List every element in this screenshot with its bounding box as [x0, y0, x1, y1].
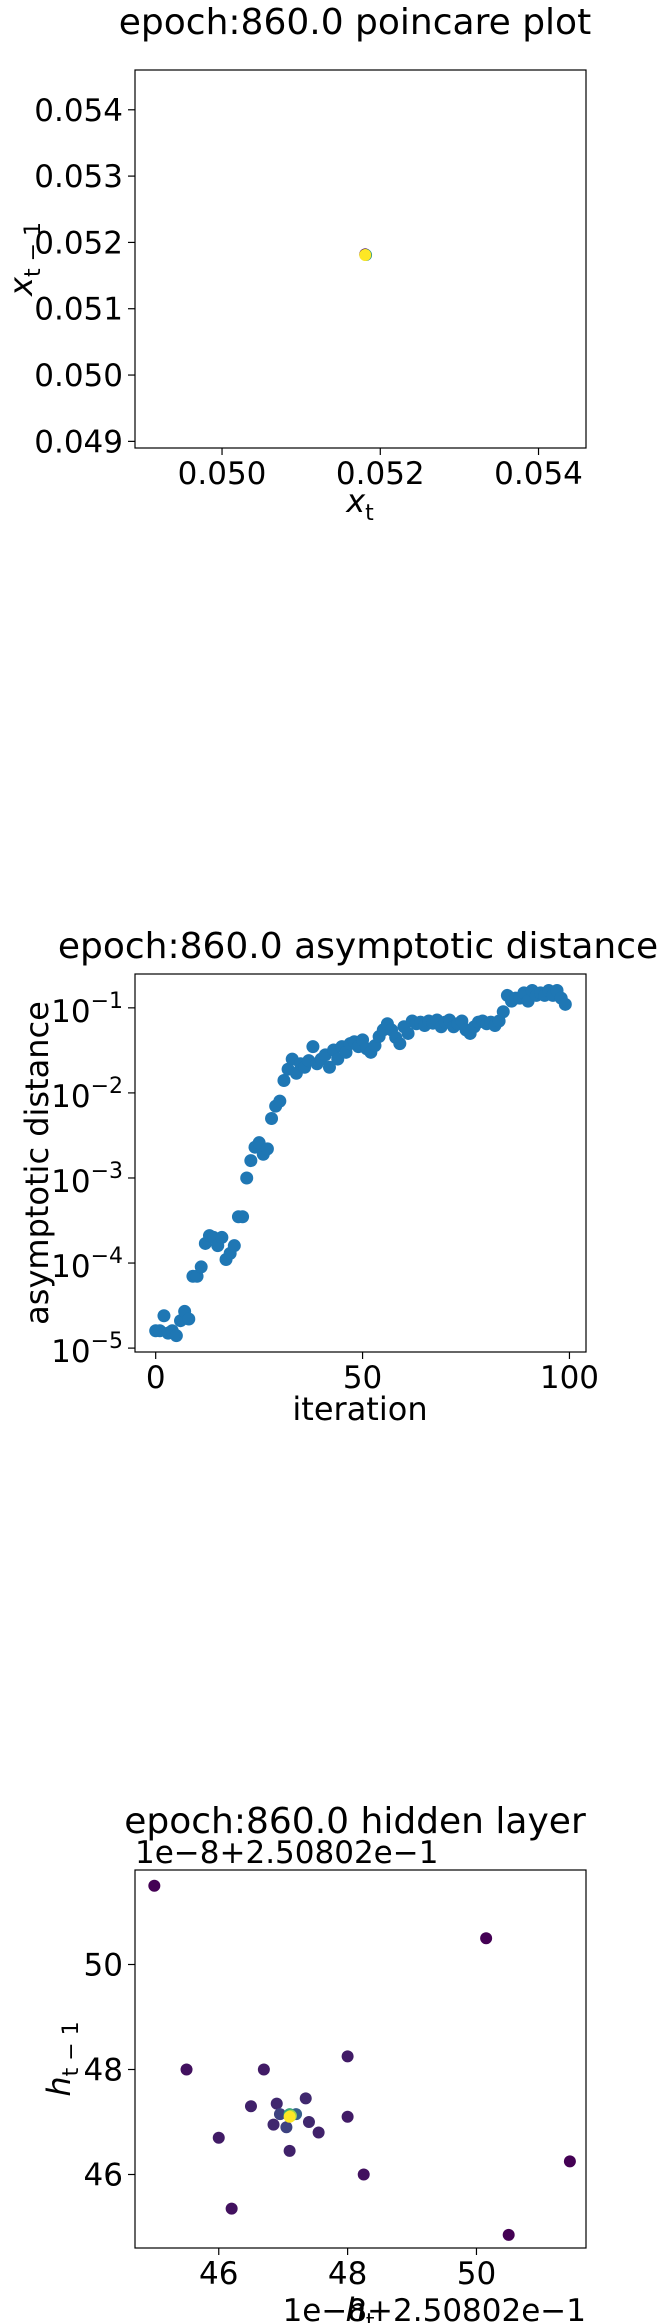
- x-tick-group: 46 48 50: [199, 2248, 496, 2292]
- data-point: [273, 2108, 286, 2121]
- data-point: [270, 2097, 283, 2110]
- asymptotic-distance-chart: epoch:860.0 asymptotic distance 0 50 100 1…: [18, 926, 658, 1428]
- y-tick-group: 10−5 10−4 10−3 10−2 10−1: [51, 989, 135, 1370]
- hidden-layer-chart: epoch:860.0 hidden layer 1e−8+2.50802e−1…: [40, 1801, 587, 2323]
- x-tick-label: 48: [328, 2256, 367, 2292]
- chart-title: epoch:860.0 hidden layer: [124, 1801, 586, 1842]
- y-axis-label: ht − 1: [40, 2021, 84, 2096]
- y-tick-label: 0.053: [34, 159, 123, 195]
- y-tick-label: 50: [84, 1948, 123, 1984]
- data-point: [257, 2063, 270, 2076]
- data-point: [306, 1040, 320, 1054]
- data-point: [283, 2144, 296, 2157]
- data-point: [357, 2168, 370, 2181]
- chart-title: epoch:860.0 poincare plot: [119, 2, 591, 43]
- x-tick-label: 0: [146, 1360, 166, 1396]
- y-tick-label: 10−2: [51, 1074, 123, 1115]
- data-point: [277, 1073, 291, 1087]
- points-group: [148, 1879, 576, 2241]
- data-point: [194, 1260, 208, 1274]
- data-point: [312, 2126, 325, 2139]
- data-point: [558, 997, 572, 1011]
- data-point: [180, 2063, 193, 2076]
- data-point: [359, 249, 372, 262]
- x-axis-label: iteration: [292, 1390, 427, 1428]
- data-point: [227, 1239, 241, 1253]
- data-point: [182, 1312, 196, 1326]
- y-tick-label: 0.049: [34, 424, 123, 460]
- data-point: [244, 2100, 257, 2113]
- y-tick-group: 0.049 0.050 0.051 0.052 0.053 0.054: [34, 93, 135, 460]
- data-point: [212, 2131, 225, 2144]
- data-point: [169, 1329, 183, 1343]
- y-axis-label: xt − 1: [2, 222, 46, 297]
- y-tick-label: 10−1: [51, 989, 123, 1030]
- data-point: [240, 1171, 254, 1185]
- chart-title: epoch:860.0 asymptotic distance: [58, 926, 658, 967]
- x-tick-label: 100: [540, 1360, 599, 1396]
- y-tick-label: 0.051: [34, 292, 123, 328]
- data-point: [280, 2121, 293, 2134]
- data-point: [244, 1154, 258, 1168]
- data-point: [273, 1094, 287, 1108]
- data-point: [265, 1112, 279, 1126]
- y-tick-group: 46 48 50: [84, 1948, 135, 2194]
- y-tick-label: 0.052: [34, 225, 123, 261]
- x-tick-label: 0.052: [336, 456, 425, 492]
- x-tick-label: 50: [457, 2256, 496, 2292]
- x-tick-label: 46: [199, 2256, 238, 2292]
- data-point: [341, 2050, 354, 2063]
- x-offset-label: 1e−8+2.50802e−1: [283, 2293, 586, 2323]
- x-tick-label: 0.050: [178, 456, 267, 492]
- plot-frame: [134, 69, 587, 449]
- data-point: [480, 1932, 493, 1945]
- points-group: [149, 983, 572, 1343]
- x-tick-group: 0 50 100: [146, 1352, 599, 1396]
- data-point: [496, 1005, 510, 1019]
- data-point: [302, 2116, 315, 2128]
- data-point: [563, 2155, 576, 2168]
- data-point: [393, 1037, 407, 1051]
- data-point: [148, 1879, 161, 1892]
- y-tick-label: 46: [84, 2158, 123, 2194]
- poincare-chart: epoch:860.0 poincare plot 0.050 0.052 0.05…: [2, 2, 591, 526]
- y-tick-label: 10−5: [51, 1329, 123, 1370]
- data-point: [225, 2202, 238, 2215]
- y-offset-label: 1e−8+2.50802e−1: [135, 1835, 438, 1871]
- y-tick-label: 10−4: [51, 1244, 123, 1285]
- data-point: [236, 1210, 250, 1224]
- plot-frame: [134, 973, 587, 1353]
- data-point: [341, 2110, 354, 2123]
- data-point: [322, 1060, 336, 1074]
- y-axis-label: asymptotic distance: [18, 1001, 56, 1325]
- y-tick-label: 10−3: [51, 1159, 123, 1200]
- data-point: [502, 2228, 515, 2241]
- y-tick-label: 48: [84, 2053, 123, 2089]
- plot-frame: [134, 1869, 587, 2249]
- data-point: [260, 1142, 274, 1156]
- x-tick-label: 50: [343, 1360, 382, 1396]
- data-point: [299, 2092, 312, 2105]
- data-point: [401, 1026, 415, 1040]
- data-point: [157, 1309, 171, 1323]
- points-group: [359, 248, 373, 262]
- data-point: [267, 2118, 280, 2131]
- y-tick-label: 0.050: [34, 358, 123, 394]
- y-tick-label: 0.054: [34, 93, 123, 129]
- x-tick-group: 0.050 0.052 0.054: [178, 448, 583, 492]
- data-point: [283, 2110, 296, 2123]
- x-tick-label: 0.054: [494, 456, 583, 492]
- data-point: [215, 1230, 229, 1244]
